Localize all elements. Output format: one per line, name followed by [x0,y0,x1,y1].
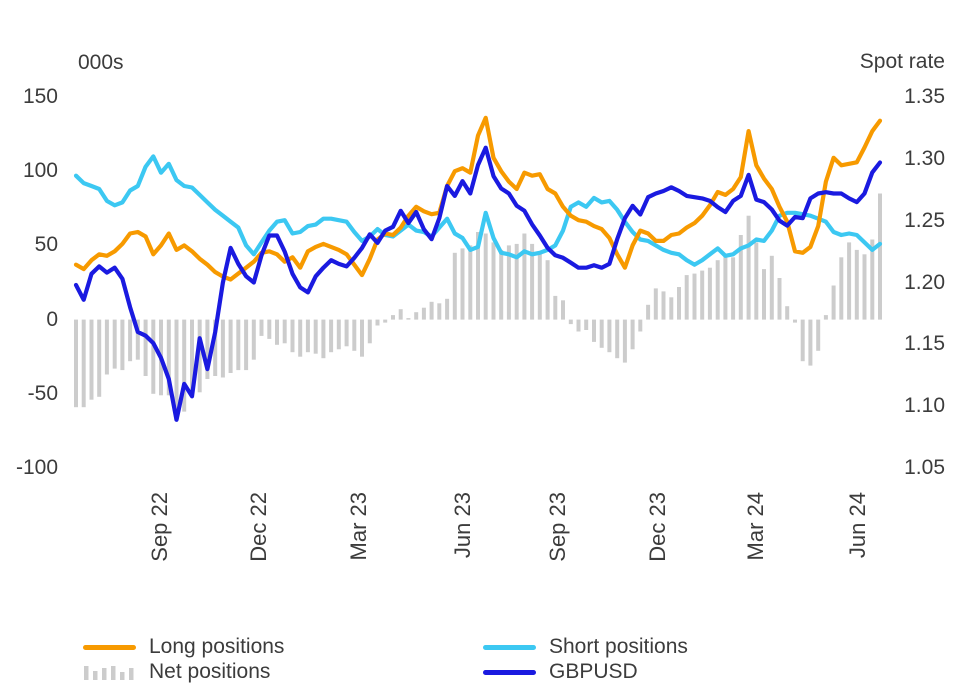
legend-item-short: Short positions [483,635,688,659]
gbpusd-swatch-icon [483,669,536,675]
left-axis-title: 000s [78,51,124,74]
x-axis-tick: Mar 24 [742,492,768,561]
y-axis-tick-left: -50 [27,381,58,405]
right-axis-title: Spot rate [859,50,945,73]
y-axis-tick-right: 1.30 [904,146,945,170]
y-axis-tick-right: 1.15 [904,332,945,356]
x-axis-tick: Mar 23 [346,492,372,561]
legend-label-long: Long positions [149,635,285,658]
x-axis-tick: Dec 22 [246,492,272,562]
y-axis-tick-right: 1.20 [904,270,945,294]
x-axis-tick: Jun 23 [449,492,475,559]
legend-item-gbpusd: GBPUSD [483,660,638,684]
legend-item-long: Long positions [83,635,284,659]
net-positions-bars [74,193,882,414]
y-axis-tick-left: 100 [22,159,58,183]
short-positions-line [73,154,883,267]
short-positions-swatch-icon [483,644,536,650]
gbpusd-line [73,145,883,422]
x-axis-tick: Sep 22 [147,492,173,562]
legend-label-net: Net positions [149,660,271,683]
y-axis-tick-right: 1.35 [904,85,945,108]
y-axis-tick-right: 1.10 [904,394,945,418]
y-axis-tick-right: 1.05 [904,456,945,479]
y-axis-tick-left: -100 [15,456,58,479]
long-positions-swatch-icon [83,644,136,650]
y-axis-tick-left: 150 [22,85,58,108]
net-positions-bars-icon [84,666,134,680]
legend-item-net: Net positions [83,660,270,684]
y-axis-tick-right: 1.25 [904,208,945,232]
y-axis-tick-left: 0 [46,307,58,331]
x-axis-tick: Dec 23 [644,492,670,562]
x-axis-tick: Jun 24 [844,492,870,559]
long-positions-line [73,115,883,282]
y-axis-tick-left: 50 [34,233,58,257]
legend-label-short: Short positions [549,635,688,658]
x-axis-tick: Sep 23 [544,492,570,562]
legend-label-gbpusd: GBPUSD [549,660,638,683]
